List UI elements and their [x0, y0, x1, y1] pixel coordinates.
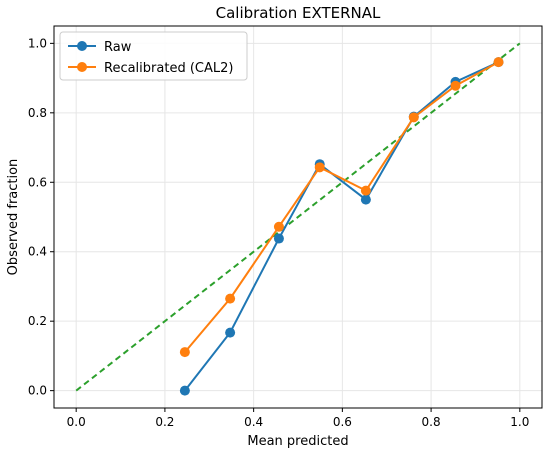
- data-point: [360, 194, 371, 205]
- reference-line: [75, 42, 521, 392]
- data-point: [273, 233, 284, 244]
- series-1: [179, 57, 504, 358]
- y-tick-label: 0.8: [28, 106, 47, 120]
- data-point: [225, 293, 236, 304]
- plot-area: [53, 25, 543, 409]
- data-point: [408, 112, 419, 123]
- x-tick-label: 0.8: [422, 415, 441, 429]
- legend-label: Recalibrated (CAL2): [104, 61, 233, 76]
- y-tick-label: 0.4: [28, 245, 47, 259]
- data-point: [273, 221, 284, 232]
- x-tick-label: 0.2: [155, 415, 174, 429]
- axis-ticks: 0.0 0.2 0.4 0.6 0.8 1.0 0.0 0.2 0.4 0.6 0.8 1.0: [28, 36, 529, 429]
- x-tick-label: 0.6: [333, 415, 352, 429]
- x-axis-label: Mean predicted: [247, 434, 348, 449]
- series-layer: [179, 57, 504, 396]
- chart-title: Calibration EXTERNAL: [216, 4, 381, 22]
- y-tick-label: 0.2: [28, 314, 47, 328]
- data-point: [225, 327, 236, 338]
- x-tick-label: 0.0: [67, 415, 86, 429]
- y-tick-label: 1.0: [28, 36, 47, 50]
- legend-swatch-marker: [77, 41, 87, 51]
- data-point: [314, 162, 325, 173]
- legend: Raw Recalibrated (CAL2): [59, 31, 248, 81]
- series-line: [184, 61, 499, 392]
- legend-label: Raw: [104, 40, 132, 55]
- data-point: [450, 80, 461, 91]
- y-tick-label: 0.0: [28, 384, 47, 398]
- diagonal-reference-line: [75, 42, 521, 392]
- legend-swatch-marker: [77, 62, 87, 72]
- x-tick-label: 0.4: [244, 415, 263, 429]
- y-axis-label: Observed fraction: [6, 159, 21, 276]
- data-point: [493, 57, 504, 68]
- series-line: [184, 61, 499, 353]
- x-tick-label: 1.0: [510, 415, 529, 429]
- data-point: [360, 185, 371, 196]
- y-tick-label: 0.6: [28, 175, 47, 189]
- legend-frame: [59, 31, 248, 81]
- data-point: [179, 347, 190, 358]
- data-point: [179, 385, 190, 396]
- series-0: [179, 57, 504, 396]
